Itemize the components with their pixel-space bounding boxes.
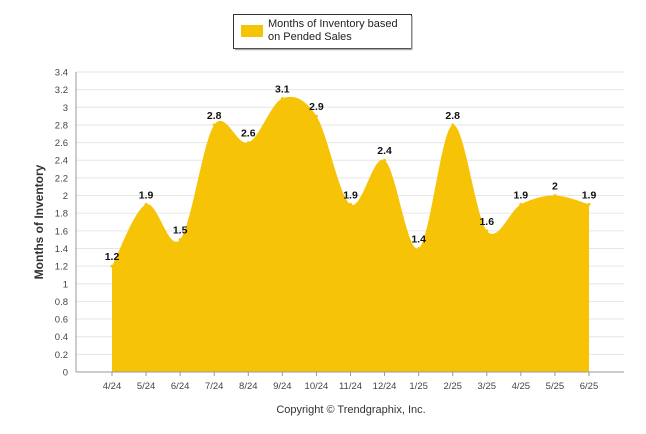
x-tick-label: 8/24 <box>239 381 258 392</box>
x-tick-label: 5/24 <box>137 381 156 392</box>
legend-swatch <box>241 25 263 37</box>
y-tick-label: 2 <box>63 191 68 202</box>
data-label: 1.9 <box>343 189 358 201</box>
data-point <box>519 202 523 206</box>
legend-label-line1: Months of Inventory based <box>268 18 398 30</box>
data-point <box>485 229 489 233</box>
y-tick-label: 1.2 <box>55 262 68 273</box>
data-label: 2.4 <box>377 145 392 157</box>
x-tick-label: 5/25 <box>546 381 565 392</box>
data-label: 1.6 <box>479 216 494 228</box>
data-label: 2 <box>552 181 558 193</box>
data-label: 1.2 <box>105 251 120 263</box>
data-label: 1.9 <box>582 189 597 201</box>
y-tick-label: 2.4 <box>55 156 68 167</box>
data-point <box>587 202 591 206</box>
x-tick-label: 6/24 <box>171 381 190 392</box>
data-label: 2.8 <box>207 110 222 122</box>
data-label: 2.6 <box>241 128 256 140</box>
data-label: 3.1 <box>275 83 290 95</box>
data-point <box>212 123 216 127</box>
y-tick-label: 3.4 <box>55 68 68 79</box>
data-label: 1.9 <box>514 189 529 201</box>
data-point <box>110 264 114 268</box>
data-label: 1.4 <box>411 233 426 245</box>
data-point <box>553 194 557 198</box>
x-tick-label: 9/24 <box>273 381 292 392</box>
y-tick-label: 0 <box>63 368 68 379</box>
y-axis-label: Months of Inventory <box>32 164 46 279</box>
x-tick-label: 12/24 <box>373 381 397 392</box>
data-point <box>417 246 421 250</box>
data-label: 2.8 <box>445 110 460 122</box>
data-point <box>246 141 250 145</box>
legend: Months of Inventory based on Pended Sale… <box>233 14 413 51</box>
data-point <box>451 123 455 127</box>
y-tick-label: 1.8 <box>55 209 68 220</box>
x-tick-label: 6/25 <box>580 381 599 392</box>
copyright-text: Copyright © Trendgraphix, Inc. <box>276 404 425 416</box>
y-tick-label: 3 <box>63 103 68 114</box>
x-tick-label: 3/25 <box>478 381 497 392</box>
legend-label-line2: on Pended Sales <box>268 31 352 43</box>
x-tick-label: 4/24 <box>103 381 122 392</box>
y-tick-label: 1.4 <box>55 244 68 255</box>
y-tick-label: 1 <box>63 279 68 290</box>
y-tick-label: 0.4 <box>55 332 68 343</box>
x-tick-label: 4/25 <box>512 381 531 392</box>
data-point <box>349 202 352 206</box>
data-label: 1.5 <box>173 225 188 237</box>
data-label: 1.9 <box>139 189 154 201</box>
data-labels: 1.2 1.9 1.5 2.8 2.6 3.1 2.9 1.9 2.4 1.4 2.8 1.6 1.9 2… <box>105 83 597 268</box>
data-point <box>314 114 318 118</box>
y-tick-label: 2.2 <box>55 173 68 184</box>
y-tick-label: 0.6 <box>55 315 68 326</box>
y-axis-ticks: 0 0.2 0.4 0.6 0.8 1 1.2 1.4 1.6 1.8 2 2.2 2.4 2.6 2.8 3… <box>55 68 68 379</box>
x-tick-label: 10/24 <box>305 381 329 392</box>
data-point <box>178 238 182 242</box>
data-point <box>144 202 148 206</box>
y-tick-label: 2.8 <box>55 120 68 131</box>
data-point <box>383 158 387 162</box>
legend-box <box>233 14 412 49</box>
y-tick-label: 0.2 <box>55 350 68 361</box>
x-tick-label: 1/25 <box>409 381 428 392</box>
y-tick-label: 0.8 <box>55 297 68 308</box>
x-tick-label: 2/25 <box>443 381 462 392</box>
inventory-area <box>112 96 589 372</box>
x-tick-label: 7/24 <box>205 381 224 392</box>
data-point <box>280 96 284 100</box>
y-tick-label: 2.6 <box>55 138 68 149</box>
x-tick-label: 11/24 <box>339 381 362 392</box>
y-tick-label: 3.2 <box>55 85 68 96</box>
x-axis-ticks: 4/24 5/24 6/24 7/24 8/24 9/24 10/24 11/24 12/24 1… <box>103 372 599 392</box>
y-tick-label: 1.6 <box>55 226 68 237</box>
data-label: 2.9 <box>309 101 324 113</box>
